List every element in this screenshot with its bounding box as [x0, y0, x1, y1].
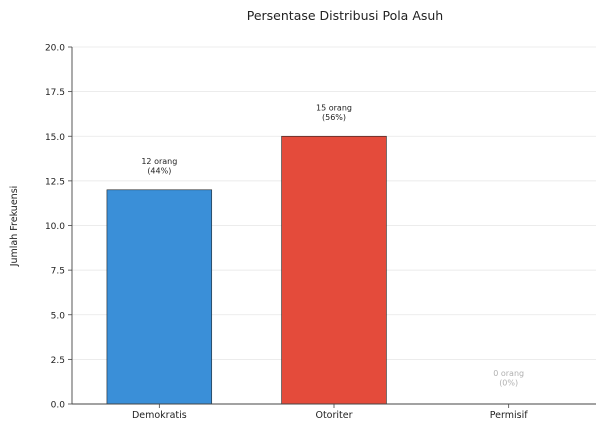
x-tick-label: Otoriter — [315, 410, 352, 421]
bars — [106, 135, 387, 405]
labels: 0.0 2.5 5.0 7.5 10.0 12.5 15.0 17.5 20.0 Demokrat… — [45, 44, 528, 422]
y-tick-label: 0.0 — [51, 401, 66, 411]
bar-otoriter — [281, 135, 387, 405]
y-tick-label: 2.5 — [51, 356, 65, 366]
y-tick-label: 20.0 — [45, 44, 65, 54]
bar-value-label: 12 orang — [141, 157, 177, 166]
bar-demokratis — [106, 189, 213, 405]
x-tick-label: Permisif — [490, 410, 528, 421]
y-axis-label: Jumlah Frekuensi — [9, 186, 20, 268]
y-tick-label: 7.5 — [51, 267, 65, 277]
bar-value-label: (44%) — [147, 166, 171, 175]
bar-value-label: (56%) — [322, 113, 346, 122]
bar-value-label: 0 orang — [493, 369, 524, 378]
y-tick-label: 17.5 — [45, 88, 65, 98]
y-tick-label: 15.0 — [45, 133, 65, 143]
y-tick-label: 5.0 — [51, 311, 66, 321]
chart-title: Persentase Distribusi Pola Asuh — [247, 8, 443, 23]
bar-value-label: 15 orang — [316, 103, 352, 112]
y-tick-label: 12.5 — [45, 177, 65, 187]
x-tick-label: Demokratis — [132, 410, 187, 421]
axes — [68, 46, 596, 408]
bar-value-label: (0%) — [499, 379, 518, 388]
y-tick-label: 10.0 — [45, 222, 65, 232]
